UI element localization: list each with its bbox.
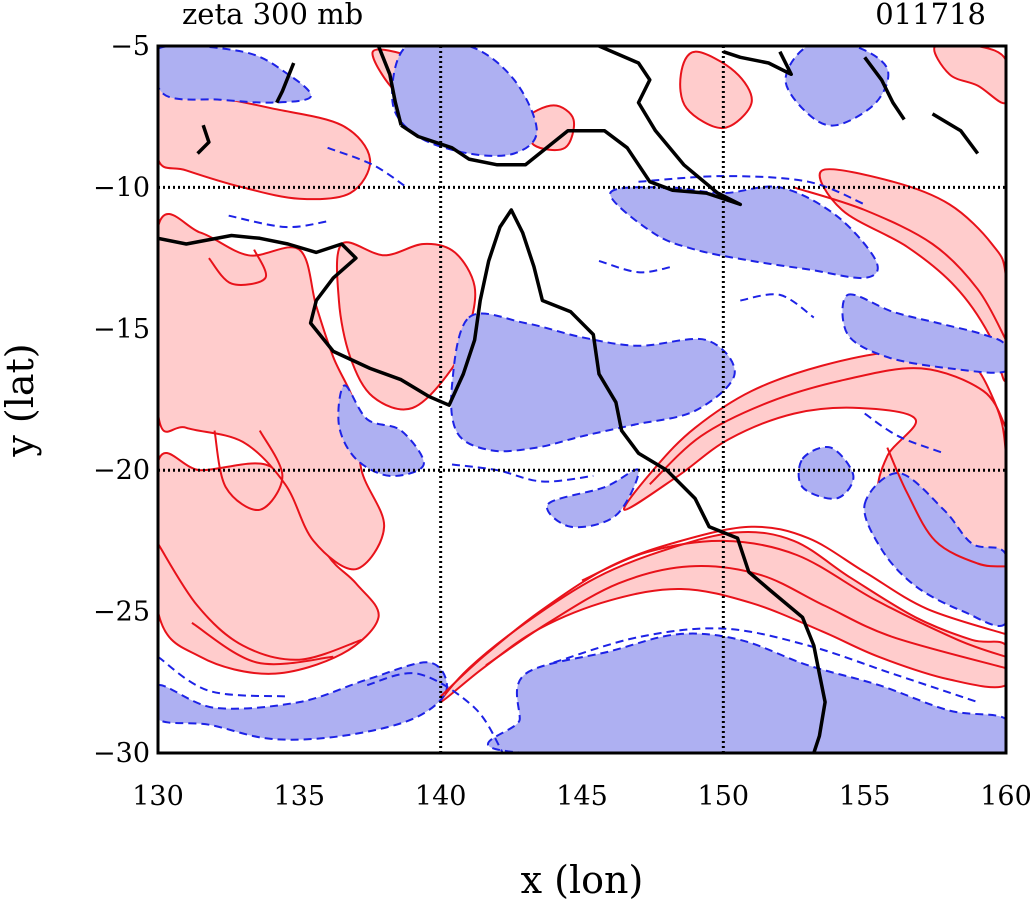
negative-contour-9 [864,412,945,455]
negative-contour-6 [327,146,408,189]
negative-region-6 [337,384,425,477]
negative-region-8 [486,632,1006,753]
y-axis-label: y (lat) [0,343,42,457]
x-tick-label: 130 [132,781,184,812]
negative-contour-8 [598,259,673,274]
negative-contour-lines [158,146,979,753]
coastline-0 [158,208,827,753]
coastline-4 [863,56,906,121]
y-tick-label: −20 [93,455,150,486]
coastline-1 [400,46,743,207]
positive-region-8 [933,46,1006,105]
negative-vorticity-fills [158,46,1006,753]
negative-region-2 [784,46,890,127]
x-axis-label: x (lon) [521,858,644,902]
negative-contour-7 [740,293,815,319]
coastline-5 [931,112,980,155]
positive-contour-4 [886,447,1006,568]
positive-contour-6 [158,543,362,661]
y-tick-label: −15 [93,314,150,345]
positive-region-0 [158,452,380,675]
coastline-7 [275,62,296,104]
negative-contour-2 [553,627,979,704]
x-tick-label: 145 [556,781,608,812]
negative-contour-5 [228,214,328,229]
y-tick-label: −10 [93,172,150,203]
chart-title-left: zeta 300 mb [182,0,363,31]
positive-contour-3 [649,367,1006,486]
negative-contour-4 [638,175,866,206]
coastline-6 [196,124,211,155]
positive-contour-lines [158,186,1006,698]
chart-title-right: 011718 [875,0,986,31]
positive-contour-8 [213,430,284,511]
positive-contour-7 [191,622,334,666]
negative-region-5 [545,468,640,529]
x-tick-label: 155 [839,781,891,812]
coastlines [158,46,980,753]
positive-region-6 [818,168,1006,383]
negative-region-10 [797,445,855,500]
x-tick-label: 140 [415,781,467,812]
positive-region-9 [523,104,575,152]
negative-region-9 [863,471,1006,627]
y-tick-label: −5 [110,31,150,62]
positive-region-1 [158,213,386,571]
negative-contour-0 [366,672,504,753]
positive-contour-1 [485,565,1006,670]
negative-contour-3 [451,463,594,483]
positive-contour-9 [208,249,268,286]
x-tick-label: 135 [274,781,326,812]
grid-lines [158,46,1006,753]
positive-contour-2 [581,539,1006,658]
negative-contour-1 [158,655,286,698]
negative-region-4 [450,312,736,453]
axis-ticks: 130 135 140 145 150 155 160 −5 −10 −15 −20 −25 −30 [93,31,1032,812]
positive-region-2 [158,83,372,201]
negative-region-11 [841,293,1006,374]
y-tick-label: −30 [93,738,150,769]
y-tick-label: −25 [93,597,150,628]
plot-frame [156,44,1008,755]
coastline-3 [722,50,793,77]
coastline-2 [376,46,403,126]
negative-region-7 [158,661,448,741]
positive-contour-5 [793,186,1006,341]
x-tick-label: 150 [698,781,750,812]
x-tick-label: 160 [980,781,1032,812]
negative-region-1 [158,46,312,104]
